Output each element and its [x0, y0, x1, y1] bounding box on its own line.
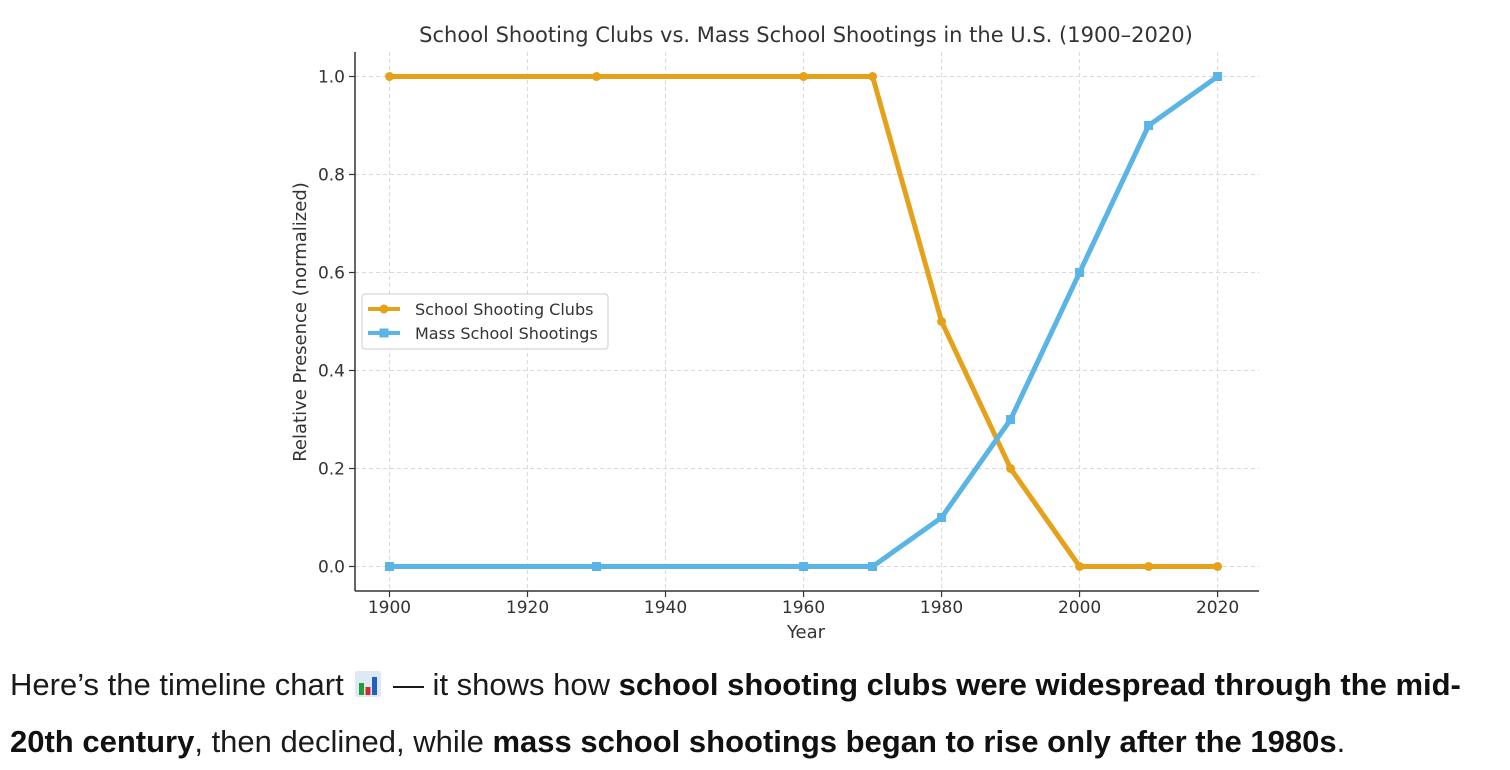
y-tick-label: 0.4 — [318, 362, 345, 382]
y-tick-label: 0.6 — [318, 264, 345, 284]
caption-text-2: — it shows how — [384, 667, 619, 702]
y-axis-label: Relative Presence (normalized) — [290, 182, 311, 462]
legend: School Shooting Clubs Mass School Shooti… — [361, 293, 609, 350]
y-tick-label: 0.8 — [318, 166, 345, 186]
caption-bold-1: school shooting clubs were widespread th… — [10, 667, 1461, 759]
series-0-point — [1006, 464, 1016, 473]
series-1-point — [1144, 121, 1154, 130]
legend-label-shootings: Mass School Shootings — [415, 324, 598, 343]
series-1-point — [1075, 268, 1085, 277]
series-1-point — [799, 562, 809, 571]
x-tick-label: 1940 — [644, 598, 687, 618]
series-layer — [385, 72, 1223, 571]
y-tick-label: 0.0 — [318, 558, 345, 578]
series-0-point — [592, 72, 602, 81]
x-axis-label: Year — [786, 622, 826, 643]
ticks-layer: 1900 1920 1940 1960 1980 2000 2020 0.0 0.2 0.4 0.6… — [318, 68, 1239, 619]
series-0-point — [1075, 562, 1085, 571]
axes-layer — [354, 52, 1259, 592]
y-tick-label: 1.0 — [318, 68, 345, 88]
series-1-point — [1213, 72, 1223, 81]
caption-paragraph: Here’s the timeline chart — it shows how… — [10, 656, 1505, 770]
series-0-point — [937, 317, 947, 326]
series-0-point — [799, 72, 809, 81]
legend-label-clubs: School Shooting Clubs — [415, 300, 593, 319]
series-1-point — [385, 562, 395, 571]
line-chart: 1900 1920 1940 1960 1980 2000 2020 0.0 0.2 0.4 0.6… — [290, 23, 1259, 643]
legend-marker-clubs — [379, 304, 389, 314]
series-1-point — [937, 513, 947, 522]
legend-box — [361, 293, 609, 350]
y-tick-label: 0.2 — [318, 460, 345, 480]
x-tick-label: 2020 — [1196, 598, 1239, 618]
caption-text-1: Here’s the timeline chart — [10, 667, 344, 702]
caption-text-4: . — [1336, 724, 1346, 759]
x-tick-label: 1960 — [782, 598, 825, 618]
bar-chart-icon — [355, 671, 382, 697]
x-tick-label: 2000 — [1058, 598, 1101, 618]
x-tick-label: 1920 — [506, 598, 549, 618]
series-1-point — [1006, 415, 1016, 424]
series-0-point — [1213, 562, 1223, 571]
series-0-point — [868, 72, 878, 81]
series-1-point — [868, 562, 878, 571]
series-0-point — [1144, 562, 1154, 571]
series-0-point — [385, 72, 395, 81]
x-tick-label: 1980 — [920, 598, 963, 618]
caption-text-3: , then declined, while — [194, 724, 493, 759]
legend-marker-shootings — [379, 328, 389, 338]
chart-title: School Shooting Clubs vs. Mass School Sh… — [419, 23, 1193, 47]
caption-bold-2: mass school shootings began to rise only… — [492, 724, 1337, 759]
x-tick-label: 1900 — [368, 598, 411, 618]
series-1-point — [592, 562, 602, 571]
